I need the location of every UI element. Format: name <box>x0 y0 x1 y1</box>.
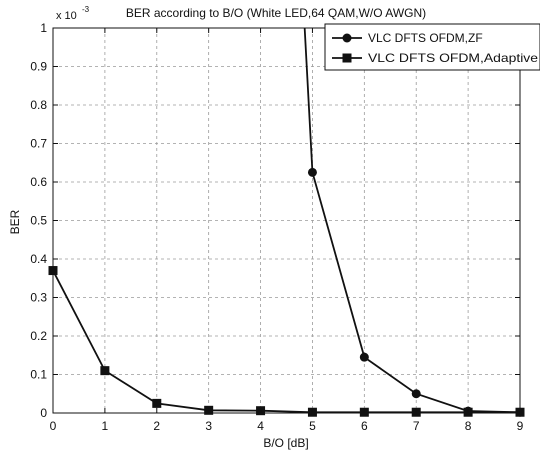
x-tick-label: 1 <box>102 419 109 433</box>
y-axis-label: BER <box>8 209 22 234</box>
y-exponent-label: x 10 <box>56 10 77 22</box>
y-tick-label: 0.1 <box>30 368 47 382</box>
x-tick-label: 0 <box>50 419 57 433</box>
x-tick-label: 9 <box>517 419 524 433</box>
y-tick-label: 0 <box>40 406 47 420</box>
data-point-adaptive <box>152 398 162 408</box>
chart-title: BER according to B/O (White LED,64 QAM,W… <box>126 6 426 20</box>
data-point-zf <box>359 352 369 362</box>
series-line-zf <box>303 27 521 414</box>
x-tick-label: 6 <box>361 419 368 433</box>
data-point-adaptive <box>100 366 110 376</box>
y-tick-label: 0.8 <box>30 98 47 112</box>
series-line-adaptive <box>52 270 520 414</box>
grid-lines <box>53 28 520 413</box>
legend-marker-adaptive <box>342 53 352 63</box>
x-tick-label: 5 <box>309 419 316 433</box>
y-tick-label: 1 <box>40 21 47 35</box>
data-point-zf <box>307 167 317 177</box>
y-tick-label: 0.9 <box>30 60 47 74</box>
legend-marker-zf <box>342 33 352 43</box>
x-tick-label: 4 <box>257 419 264 433</box>
y-tick-label: 0.6 <box>30 175 47 189</box>
legend: VLC DFTS OFDM,ZF VLC DFTS OFDM,Adaptive <box>324 23 540 71</box>
axis-ticks: 0 1 2 3 4 5 6 7 8 9 0 0.1 0.2 0.3 0.4 0.5 0.6 0.7 0.8 0.9 1 <box>30 21 523 433</box>
y-tick-label: 0.7 <box>30 137 47 151</box>
y-tick-label: 0.4 <box>30 252 47 266</box>
x-tick-label: 3 <box>205 419 212 433</box>
legend-label-zf: VLC DFTS OFDM,ZF <box>368 31 483 45</box>
x-tick-label: 7 <box>413 419 420 433</box>
legend-box <box>324 23 540 71</box>
y-tick-label: 0.3 <box>30 291 47 305</box>
data-point-zf <box>411 389 421 399</box>
x-axis-label: B/O [dB] <box>263 436 308 450</box>
y-tick-label: 0.5 <box>30 214 47 228</box>
x-tick-label: 2 <box>153 419 160 433</box>
legend-label-adaptive: VLC DFTS OFDM,Adaptive <box>368 51 538 65</box>
x-tick-label: 8 <box>465 419 472 433</box>
y-exponent-power: -3 <box>82 5 90 14</box>
y-tick-label: 0.2 <box>30 329 47 343</box>
